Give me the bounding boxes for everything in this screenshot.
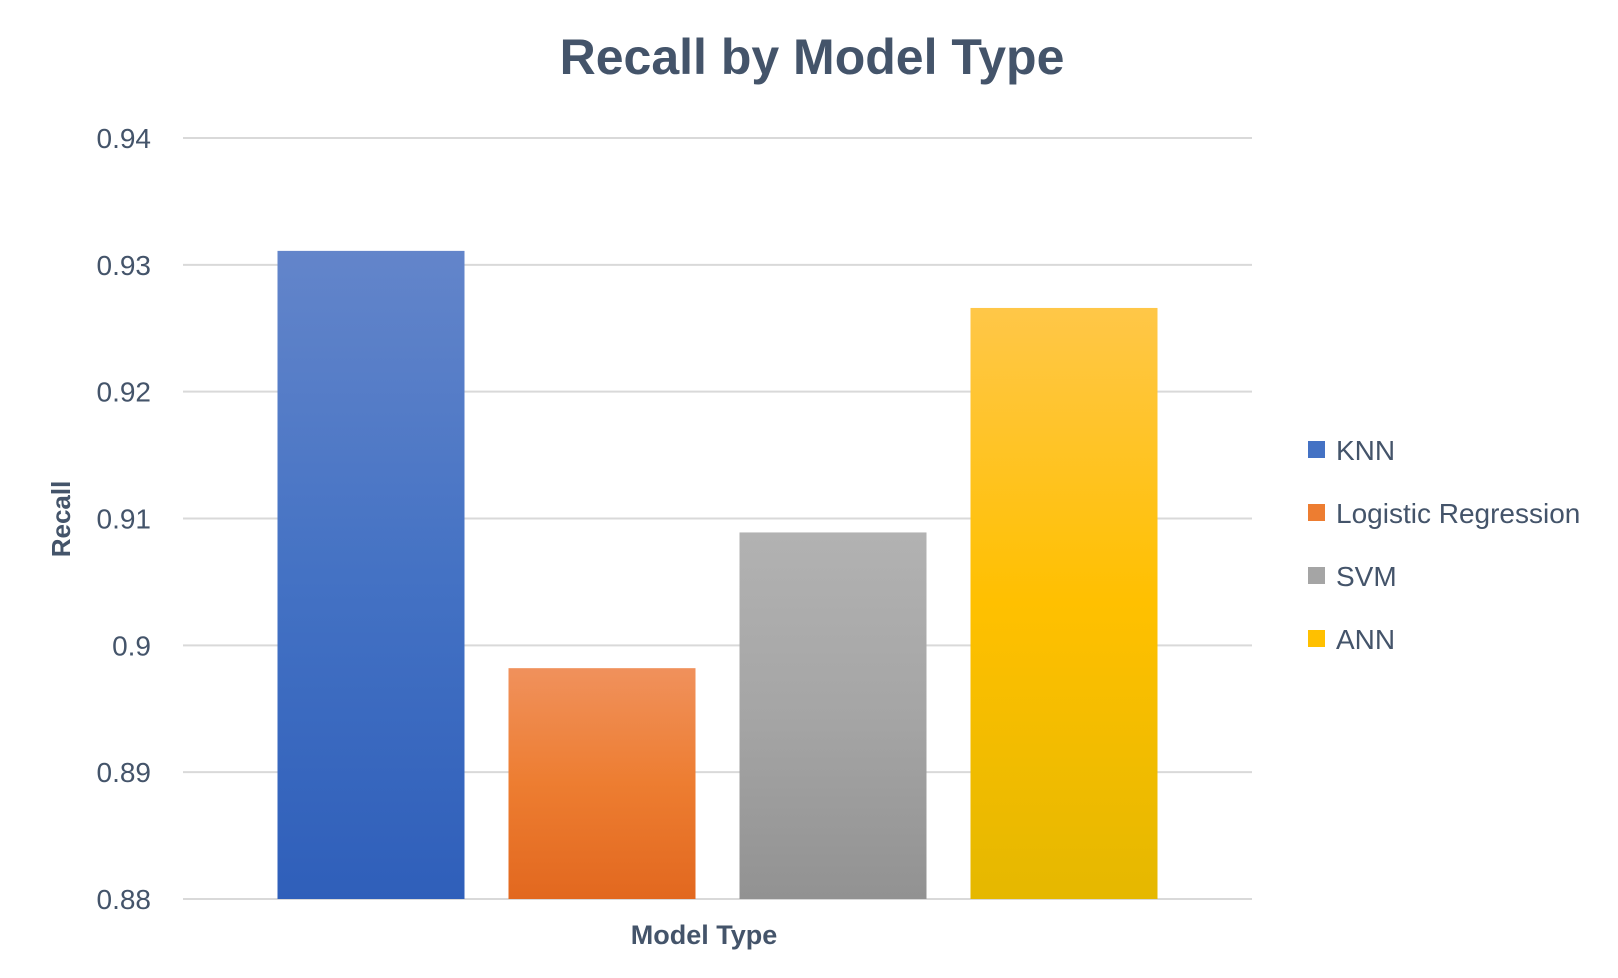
legend-swatch [1308,441,1325,458]
legend-label: KNN [1336,435,1395,466]
y-axis-tick-labels: 0.88 0.89 0.9 0.91 0.92 0.93 0.94 [97,123,152,915]
legend-label: SVM [1336,561,1397,592]
x-axis-title: Model Type [631,920,778,950]
y-tick-label: 0.88 [97,884,152,915]
legend-label: ANN [1336,624,1395,655]
legend-swatch [1308,504,1325,521]
bar-logistic-regression [508,668,696,899]
legend-swatch [1308,567,1325,584]
y-axis-title: Recall [46,481,76,558]
y-tick-label: 0.89 [97,757,152,788]
y-tick-label: 0.94 [97,123,152,154]
legend-swatch [1308,630,1325,647]
bar-ann [970,307,1158,899]
y-tick-label: 0.93 [97,250,152,281]
y-tick-label: 0.9 [112,630,151,661]
y-tick-label: 0.91 [97,504,152,535]
y-tick-label: 0.92 [97,377,152,408]
bar-svm [739,532,927,899]
bars [277,250,1158,900]
legend-label: Logistic Regression [1336,498,1580,529]
legend: KNN Logistic Regression SVM ANN [1308,435,1580,655]
bar-knn [277,250,465,900]
chart-title: Recall by Model Type [560,29,1065,85]
